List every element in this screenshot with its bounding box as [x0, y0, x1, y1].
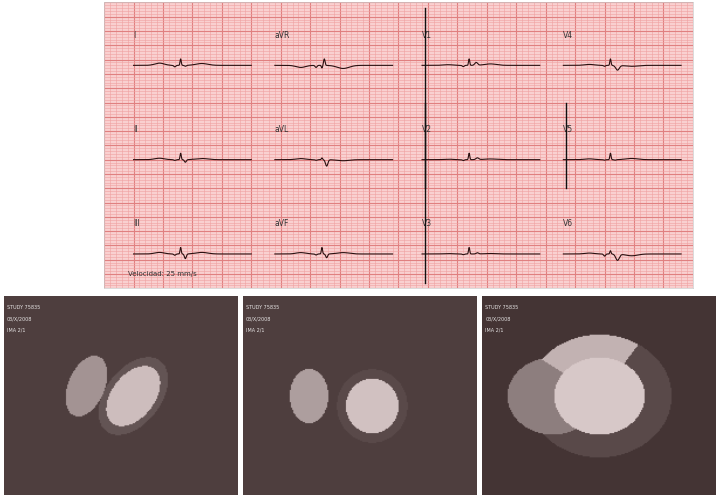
Text: II: II: [134, 125, 138, 134]
Text: Velocidad: 25 mm/s: Velocidad: 25 mm/s: [128, 271, 197, 277]
Text: aVF: aVF: [275, 219, 289, 228]
Text: 03/X/2008: 03/X/2008: [6, 316, 32, 321]
Text: 03/X/2008: 03/X/2008: [246, 316, 271, 321]
Text: 03/X/2008: 03/X/2008: [485, 316, 510, 321]
Text: V5: V5: [564, 125, 574, 134]
Text: I: I: [134, 31, 136, 40]
Text: V2: V2: [422, 125, 432, 134]
Text: IMA 2/1: IMA 2/1: [485, 327, 504, 332]
Text: IMA 2/1: IMA 2/1: [246, 327, 264, 332]
Text: STUDY 75835: STUDY 75835: [246, 305, 279, 310]
Text: aVR: aVR: [275, 31, 290, 40]
Text: V1: V1: [422, 31, 432, 40]
Text: V4: V4: [564, 31, 574, 40]
Text: III: III: [134, 219, 140, 228]
Text: aVL: aVL: [275, 125, 289, 134]
Text: V6: V6: [564, 219, 574, 228]
Text: IMA 2/1: IMA 2/1: [6, 327, 25, 332]
Text: STUDY 75835: STUDY 75835: [485, 305, 518, 310]
Text: V3: V3: [422, 219, 432, 228]
Text: STUDY 75835: STUDY 75835: [6, 305, 39, 310]
